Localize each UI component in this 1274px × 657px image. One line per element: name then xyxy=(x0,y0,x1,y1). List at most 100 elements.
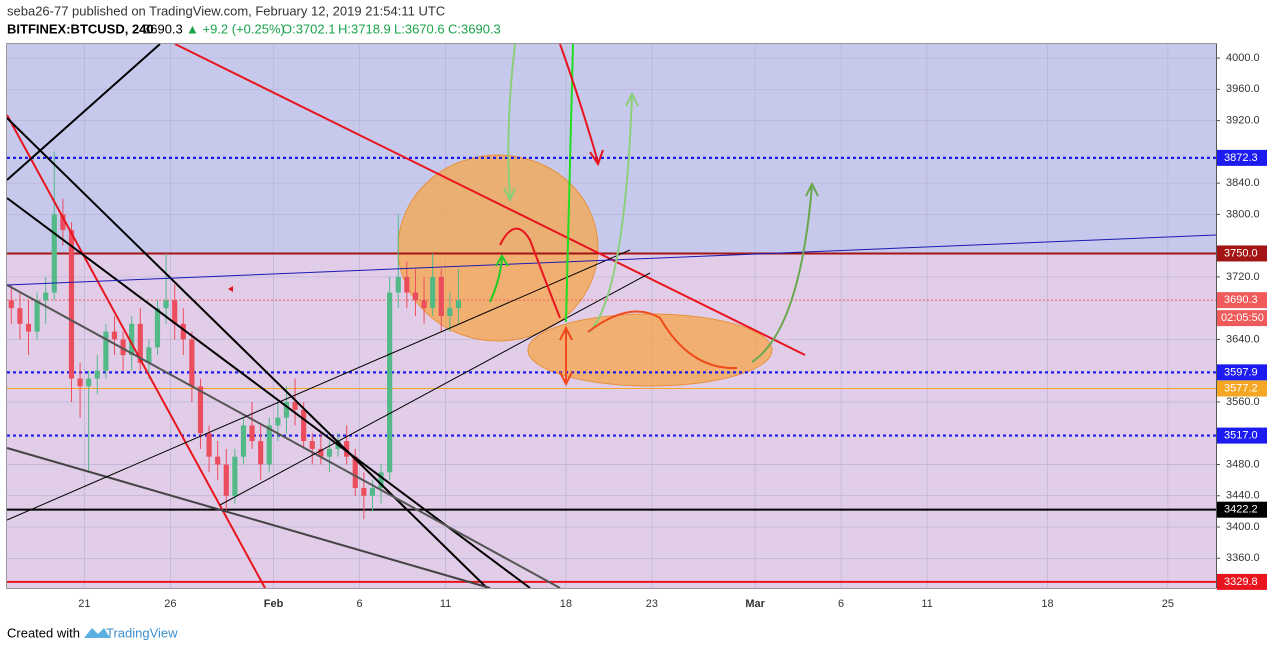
x-tick-label: 11 xyxy=(921,598,932,610)
candle-body xyxy=(8,300,14,309)
countdown-box xyxy=(1217,310,1267,327)
high: H:3718.9 xyxy=(338,21,391,36)
candle-body xyxy=(154,308,161,348)
candle-body xyxy=(25,323,32,332)
levels xyxy=(7,156,1216,583)
y-tick-label: 3640.0 xyxy=(1226,333,1260,345)
y-tick-label: 3960.0 xyxy=(1226,83,1260,95)
x-tick-label: Mar xyxy=(745,598,765,610)
candle-body xyxy=(232,456,238,496)
publish-header: seba26-77 published on TradingView.com, … xyxy=(7,3,445,18)
level-label-box xyxy=(1217,245,1267,262)
candle-body xyxy=(129,323,135,356)
candle-body xyxy=(301,409,307,442)
countdown: 02:05:50 xyxy=(1221,312,1264,324)
arrow xyxy=(587,310,738,370)
axes: 3360.0 3400.0 3440.0 3480.0 3560.0 3640.0 3720… xyxy=(78,52,1267,610)
candle-body xyxy=(447,308,453,316)
y-tick-label: 4000.0 xyxy=(1226,52,1260,64)
marker xyxy=(228,286,233,292)
arrow xyxy=(489,254,509,303)
x-tick-label: 23 xyxy=(646,598,658,610)
candle-body xyxy=(275,417,281,426)
trend-line xyxy=(174,43,806,356)
candle-body xyxy=(163,300,169,309)
candle-body xyxy=(146,347,152,363)
footer: Created with xyxy=(7,625,80,640)
trend-line xyxy=(6,249,631,521)
x-tick-label: 21 xyxy=(78,598,90,610)
logo xyxy=(84,628,110,638)
candle-body xyxy=(395,276,401,293)
candle-body xyxy=(68,230,75,379)
y-tick-label: 3400.0 xyxy=(1226,521,1260,533)
candle-body xyxy=(352,456,358,488)
candle-body xyxy=(326,448,333,457)
level-label: 3597.9 xyxy=(1224,366,1258,378)
candle-body xyxy=(249,425,255,442)
x-tick-label: 6 xyxy=(356,598,362,610)
last-price: 3690.3 xyxy=(143,21,183,36)
arrow xyxy=(499,227,561,319)
y-tick-label: 3440.0 xyxy=(1226,490,1260,502)
candle-body xyxy=(180,323,186,340)
candle-body xyxy=(344,441,350,457)
level-label: 3517.0 xyxy=(1224,429,1258,441)
level-label-box xyxy=(1217,292,1267,309)
x-tick-label: 18 xyxy=(560,598,572,610)
candle-body xyxy=(309,441,315,449)
close: C:3690.3 xyxy=(448,21,501,36)
level-label-box xyxy=(1217,364,1267,381)
level-label-box xyxy=(1217,380,1267,397)
arrow xyxy=(559,325,573,387)
candle-body xyxy=(361,487,367,496)
arrow xyxy=(503,43,516,203)
x-tick-label: 25 xyxy=(1162,598,1174,610)
candle-body xyxy=(77,378,83,387)
zone xyxy=(7,44,1216,254)
y-tick-label: 3560.0 xyxy=(1226,396,1260,408)
drawings xyxy=(6,43,1217,589)
candle-body xyxy=(283,401,290,418)
candle-body xyxy=(60,214,66,231)
y-tick-label: 3920.0 xyxy=(1226,115,1260,127)
candle-body xyxy=(369,487,376,496)
level-label: 3872.3 xyxy=(1224,152,1258,164)
x-tick-label: Feb xyxy=(264,598,284,610)
arrow xyxy=(589,91,639,333)
candle-body xyxy=(412,292,419,301)
candle-body xyxy=(387,292,393,473)
level-label: 3690.3 xyxy=(1224,294,1258,306)
candle-body xyxy=(438,276,444,316)
trend-line xyxy=(6,114,266,589)
trend-line xyxy=(6,43,161,181)
candle-body xyxy=(86,378,92,387)
x-tick-label: 18 xyxy=(1041,598,1053,610)
candle-body xyxy=(258,441,264,465)
candle-body xyxy=(137,323,143,363)
trend-line xyxy=(6,447,491,589)
y-tick-label: 3840.0 xyxy=(1226,177,1260,189)
x-tick-label: 26 xyxy=(164,598,176,610)
ellipse xyxy=(527,313,773,387)
low: L:3670.6 xyxy=(394,21,445,36)
candle-body xyxy=(172,300,178,324)
level-label-box xyxy=(1217,501,1267,518)
symbol: BITFINEX:BTCUSD, 240 xyxy=(7,21,154,36)
arrow xyxy=(565,43,574,323)
arrow xyxy=(751,181,819,363)
candle-body xyxy=(34,300,40,332)
candle-body xyxy=(430,276,436,309)
candle-body xyxy=(240,425,247,457)
open: O:3702.1 xyxy=(282,21,336,36)
trend-line xyxy=(219,272,651,506)
level-label: 3577.2 xyxy=(1224,382,1258,394)
change: ▲ +9.2 (+0.25%) xyxy=(186,21,285,36)
candle-body xyxy=(51,214,57,293)
level-label: 3422.2 xyxy=(1224,504,1258,516)
candle-body xyxy=(455,300,462,309)
y-tick-label: 3720.0 xyxy=(1226,271,1260,283)
candle-body xyxy=(266,425,272,465)
trend-line xyxy=(6,117,488,589)
